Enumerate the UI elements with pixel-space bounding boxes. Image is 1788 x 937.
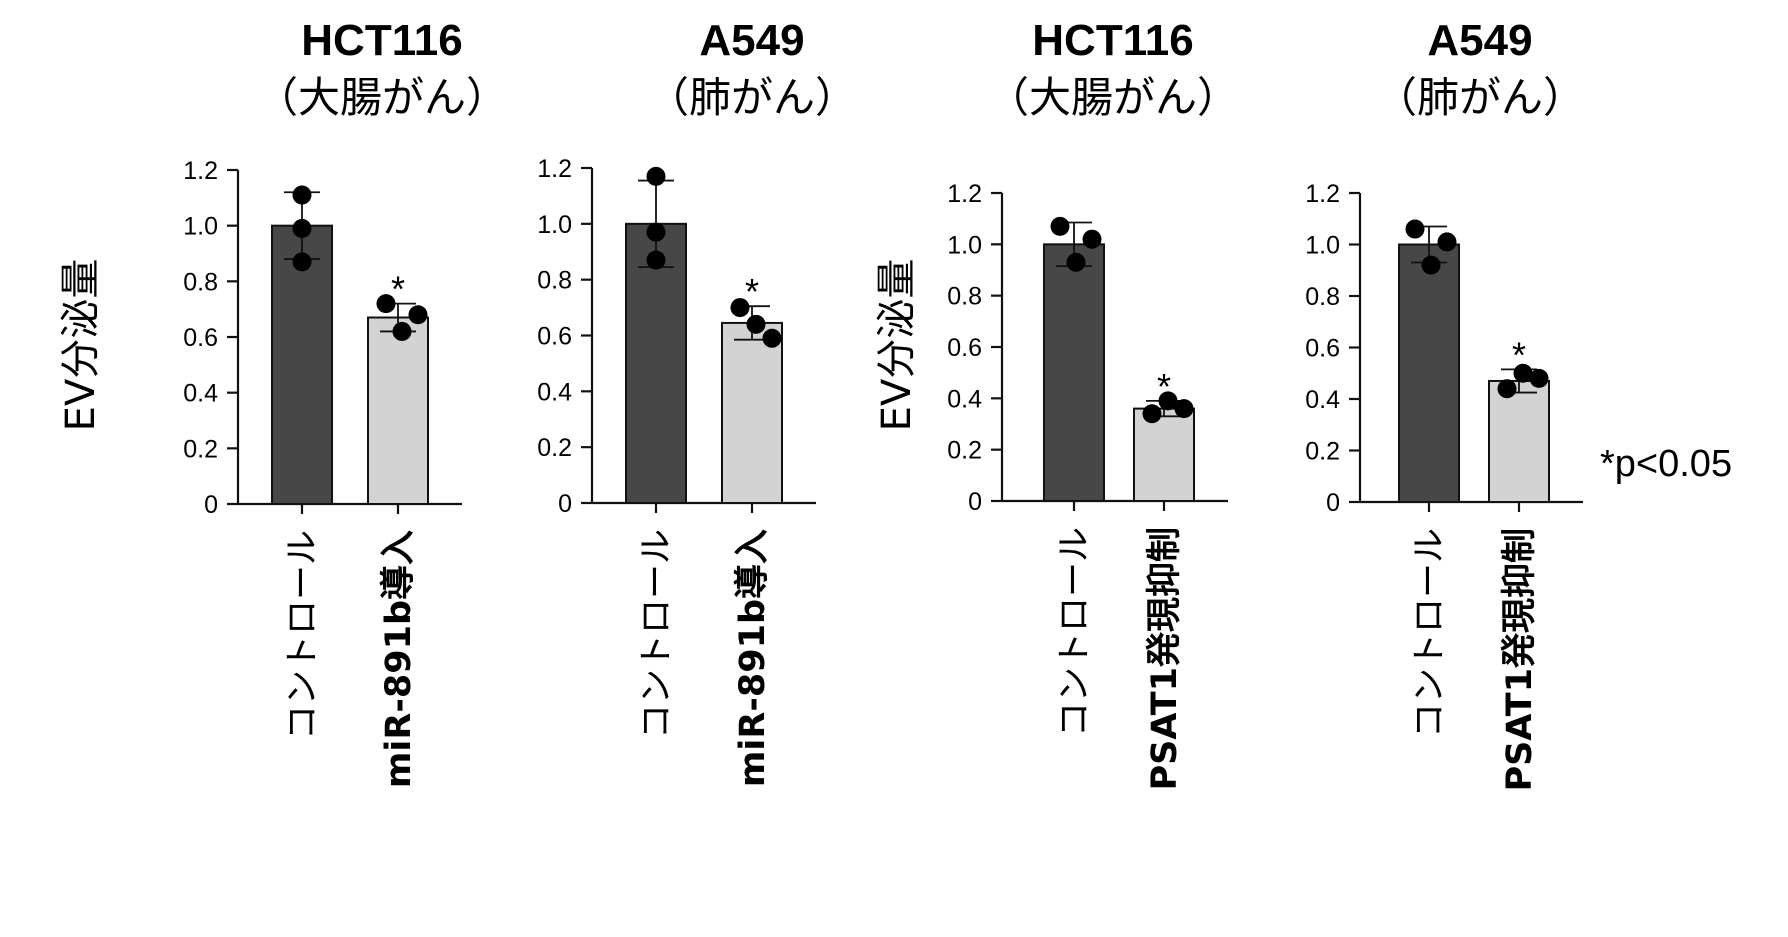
panel-title: HCT116 [1032,16,1193,65]
panel-title: A549 [1427,16,1532,65]
y-tick-label: 1.0 [537,211,572,239]
data-point [1158,391,1178,411]
panel-subtitle: （大腸がん） [256,73,508,122]
significance-mark: * [391,269,405,310]
bar-treated [1488,379,1550,504]
data-point [292,252,312,272]
y-tick-label: 0 [558,490,572,518]
y-tick-label: 1.2 [947,180,982,208]
panel-title: A549 [699,16,804,65]
chart-panel-1: HCT116 （大腸がん） 0 0.2 0.4 0.6 0.8 1.0 1.2 コントロール * mi… [183,16,508,788]
bar-treated [367,316,429,505]
bar-control [625,222,687,504]
y-tick-label: 0 [968,488,982,516]
y-tick-label: 0.2 [947,437,982,465]
panel-subtitle: （肺がん） [647,73,857,122]
y-tick-label: 1.0 [947,231,982,259]
significance-mark: * [1157,366,1171,407]
data-point [730,298,750,318]
y-tick-label: 0.2 [537,434,572,462]
y-tick-label: 0.4 [537,378,572,406]
significance-footnote: *p<0.05 [1600,443,1732,485]
data-point [1497,379,1517,399]
data-point [1050,216,1070,236]
data-point [646,250,666,270]
x-category-label: コントロール [1410,528,1450,738]
bar-control [271,224,333,506]
data-point [1513,363,1533,383]
chart-panel-3: HCT116 （大腸がん） 0 0.2 0.4 0.6 0.8 1.0 1.2 コントロール * PS… [947,16,1239,790]
data-point [646,166,666,186]
y-axis-label-left: EV分泌量 [58,259,104,432]
data-point [1174,399,1194,419]
y-tick-label: 1.0 [183,213,218,241]
panel-title: HCT116 [301,16,462,65]
x-category-label: miR-891b導入 [733,529,773,787]
data-point [1405,219,1425,239]
y-tick-label: 0 [1326,489,1340,517]
x-category-label: コントロール [1055,527,1095,737]
data-point [1421,255,1441,275]
bar-control [1398,243,1460,503]
y-tick-label: 0.8 [183,268,218,296]
data-point [408,305,428,325]
significance-mark: * [745,271,759,312]
y-axis-label-right: EV分泌量 [874,259,920,432]
data-point [376,294,396,314]
bar-control [1043,243,1105,502]
panel-subtitle: （大腸がん） [987,73,1239,122]
data-point [746,314,766,334]
panel-subtitle: （肺がん） [1375,73,1585,122]
bar-treated [1133,407,1195,503]
data-point [392,321,412,341]
y-tick-label: 0.6 [537,323,572,351]
data-point [292,185,312,205]
y-tick-label: 0.8 [537,267,572,295]
data-point [1142,404,1162,424]
y-tick-label: 0.6 [183,324,218,352]
y-tick-label: 0.2 [183,435,218,463]
y-tick-label: 0.2 [1305,438,1340,466]
y-tick-label: 1.2 [1305,180,1340,208]
x-category-label: コントロール [637,529,677,739]
y-tick-label: 0 [204,491,218,519]
y-tick-label: 1.2 [537,155,572,183]
x-category-label: PSAT1発現抑制 [1500,528,1540,791]
data-point [1437,232,1457,252]
y-tick-label: 0.4 [947,385,982,413]
y-tick-label: 0.8 [947,283,982,311]
significance-mark: * [1512,334,1526,375]
data-point [646,222,666,242]
data-point [762,328,782,348]
data-point [1082,229,1102,249]
chart-panel-4: A549 （肺がん） 0 0.2 0.4 0.6 0.8 1.0 1.2 コントロール * PSAT1… [1305,16,1585,791]
chart-panel-2: A549 （肺がん） 0 0.2 0.4 0.6 0.8 1.0 1.2 コントロール * miR-8… [537,16,857,787]
x-category-label: miR-891b導入 [379,530,419,788]
x-category-label: コントロール [283,530,323,740]
y-tick-label: 1.2 [183,157,218,185]
data-point [1529,368,1549,388]
x-category-label: PSAT1発現抑制 [1145,527,1185,790]
y-tick-label: 0.8 [1305,283,1340,311]
y-tick-label: 0.6 [947,334,982,362]
data-point [292,218,312,238]
data-point [1066,252,1086,272]
y-tick-label: 0.4 [1305,386,1340,414]
y-tick-label: 0.6 [1305,335,1340,363]
bar-treated [721,321,783,504]
y-tick-label: 0.4 [183,380,218,408]
y-tick-label: 1.0 [1305,232,1340,260]
